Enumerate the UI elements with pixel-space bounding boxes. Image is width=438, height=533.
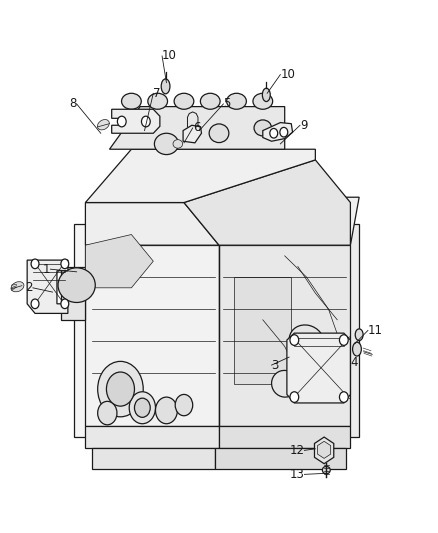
Ellipse shape	[353, 342, 361, 356]
Text: 1: 1	[43, 263, 50, 276]
Text: 6: 6	[193, 122, 200, 134]
Text: 9: 9	[300, 119, 307, 132]
Ellipse shape	[289, 325, 324, 357]
Polygon shape	[85, 426, 219, 448]
Circle shape	[290, 392, 299, 402]
Polygon shape	[219, 426, 350, 448]
Polygon shape	[27, 260, 68, 313]
Ellipse shape	[200, 93, 220, 109]
Ellipse shape	[174, 93, 194, 109]
Text: 7: 7	[153, 87, 161, 100]
Polygon shape	[61, 266, 85, 320]
Circle shape	[155, 397, 177, 424]
Ellipse shape	[97, 119, 110, 130]
Polygon shape	[183, 125, 201, 143]
Polygon shape	[110, 107, 285, 149]
Ellipse shape	[154, 133, 178, 155]
Text: 12: 12	[290, 444, 304, 457]
Polygon shape	[215, 448, 346, 469]
Polygon shape	[287, 333, 350, 403]
Circle shape	[339, 335, 348, 345]
Polygon shape	[184, 160, 350, 245]
Polygon shape	[219, 245, 350, 426]
Ellipse shape	[262, 88, 270, 102]
Ellipse shape	[253, 93, 272, 109]
Circle shape	[98, 361, 143, 417]
Ellipse shape	[58, 268, 95, 303]
Circle shape	[61, 259, 69, 269]
Ellipse shape	[355, 329, 363, 341]
Polygon shape	[85, 197, 359, 245]
Text: 3: 3	[272, 359, 279, 372]
Polygon shape	[314, 437, 334, 464]
Polygon shape	[318, 441, 331, 458]
Polygon shape	[85, 245, 219, 426]
Circle shape	[31, 259, 39, 269]
Ellipse shape	[227, 93, 246, 109]
Text: 10: 10	[162, 50, 177, 62]
Ellipse shape	[11, 281, 24, 292]
Ellipse shape	[161, 79, 170, 94]
Polygon shape	[112, 109, 160, 133]
Polygon shape	[228, 224, 359, 437]
Circle shape	[98, 401, 117, 425]
Text: 11: 11	[368, 324, 383, 337]
Circle shape	[280, 127, 288, 137]
Polygon shape	[74, 224, 228, 437]
Circle shape	[61, 299, 69, 309]
Ellipse shape	[209, 124, 229, 142]
Circle shape	[339, 392, 348, 402]
Text: 5: 5	[223, 98, 231, 110]
Text: 13: 13	[290, 468, 304, 481]
Text: 10: 10	[280, 68, 295, 81]
Circle shape	[31, 299, 39, 309]
Circle shape	[106, 372, 134, 406]
Polygon shape	[85, 203, 219, 245]
Ellipse shape	[148, 93, 167, 109]
Polygon shape	[234, 277, 291, 384]
Circle shape	[270, 128, 278, 138]
Ellipse shape	[254, 120, 272, 136]
Circle shape	[290, 335, 299, 345]
Text: 4: 4	[350, 356, 358, 369]
Ellipse shape	[272, 370, 298, 397]
Polygon shape	[85, 149, 315, 203]
Ellipse shape	[121, 93, 141, 109]
Text: 2: 2	[25, 281, 33, 294]
Ellipse shape	[322, 466, 330, 474]
Polygon shape	[92, 448, 215, 469]
Ellipse shape	[173, 140, 183, 148]
Polygon shape	[263, 123, 293, 141]
Circle shape	[117, 116, 126, 127]
Polygon shape	[85, 235, 153, 288]
Text: 8: 8	[69, 98, 77, 110]
Circle shape	[175, 394, 193, 416]
Circle shape	[141, 116, 150, 127]
Circle shape	[129, 392, 155, 424]
Circle shape	[134, 398, 150, 417]
